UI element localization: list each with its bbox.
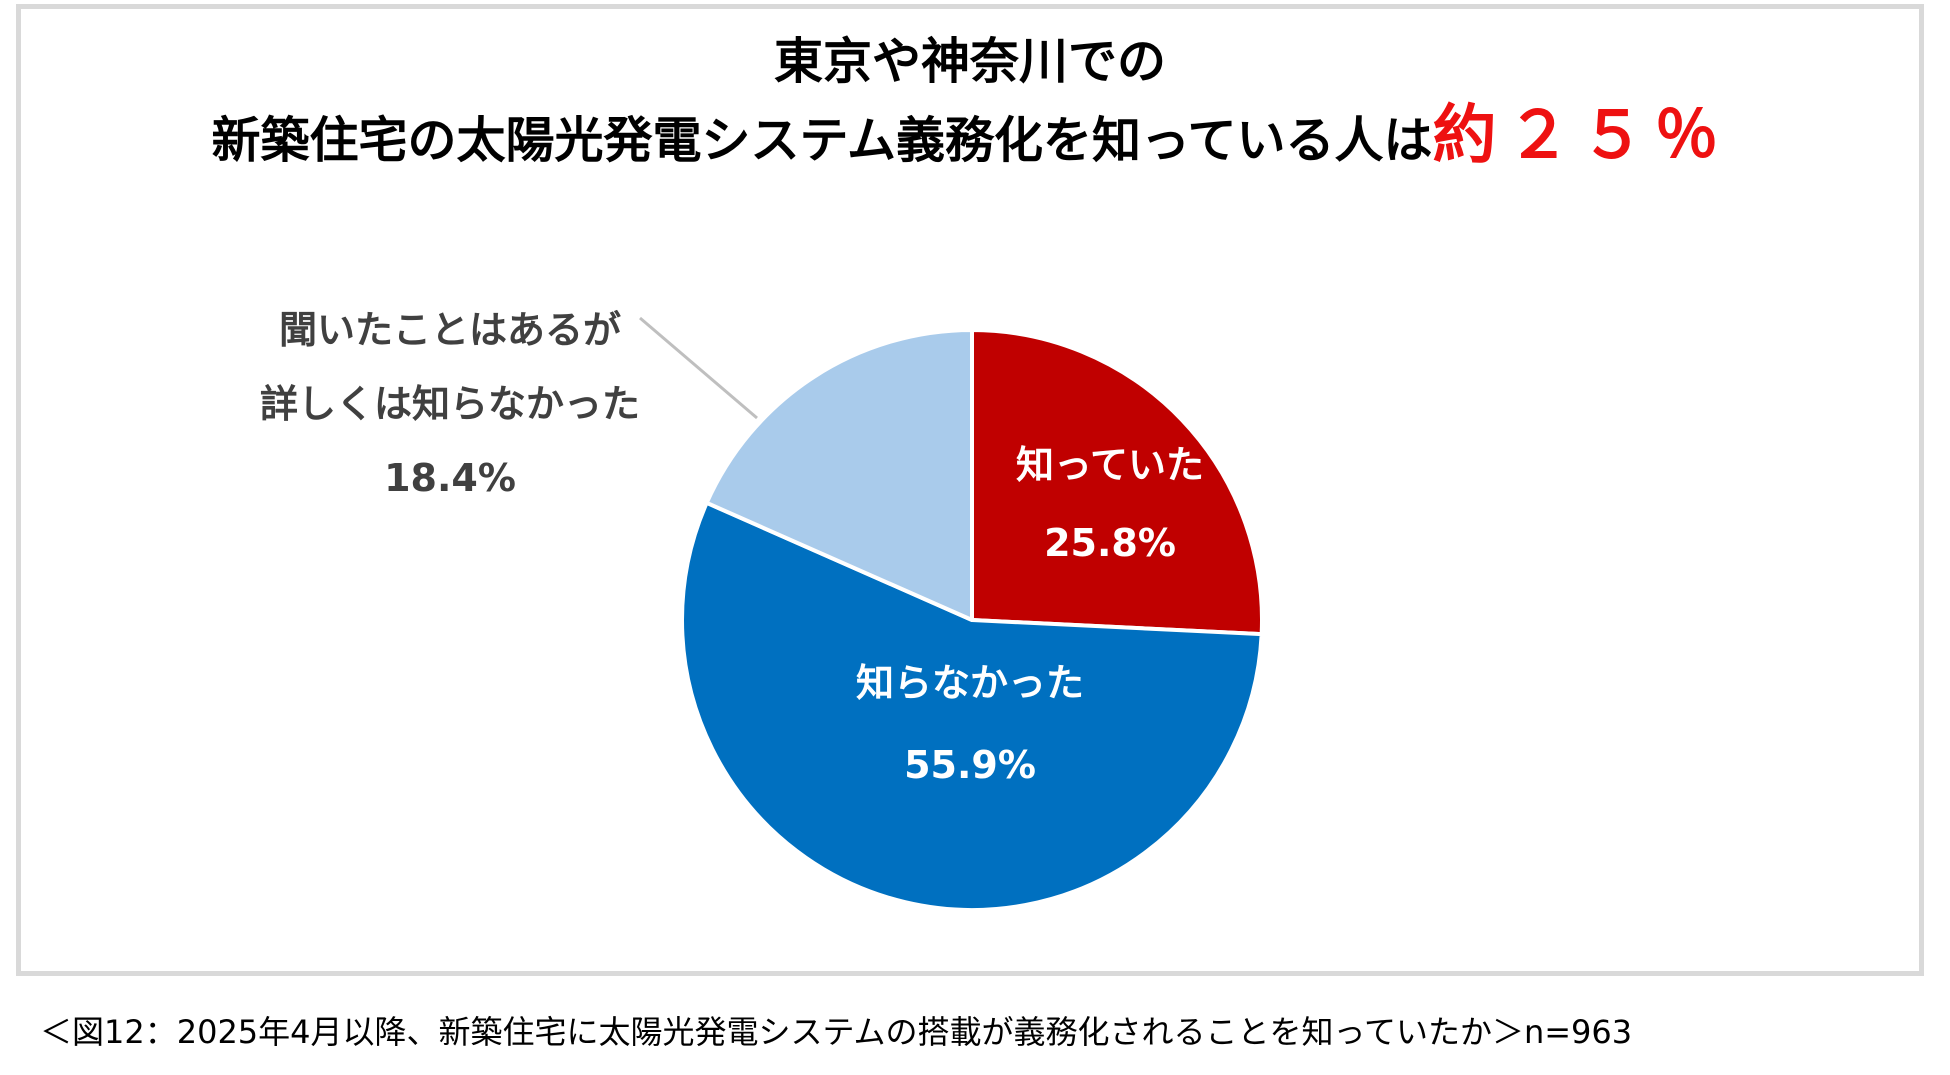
chart-title-line2-text: 新築住宅の太陽光発電システム義務化を知っている人は [211, 112, 1433, 169]
leader-line-3 [639, 316, 758, 420]
pie-slice-1 [970, 328, 1265, 637]
slice-category-label-1-line-1: 知っていた [1016, 443, 1204, 487]
chart-title-line1-text: 東京や神奈川での [773, 33, 1166, 90]
slice-value-label-2: 55.9% [904, 743, 1036, 787]
chart-title-line1: 東京や神奈川での [16, 30, 1924, 94]
figure-caption: ＜図12：2025年4月以降、新築住宅に太陽光発電システムの搭載が義務化されるこ… [40, 1013, 1633, 1051]
chart-title-accent: 約２５％ [1432, 99, 1729, 173]
pie-slice-3 [704, 328, 974, 622]
slice-value-label-3: 18.4% [384, 456, 516, 500]
slice-category-label-3-line-1: 聞いたことはあるが [279, 308, 621, 352]
chart-title-line2: 新築住宅の太陽光発電システム義務化を知っている人は約２５％ [16, 98, 1924, 179]
slice-category-label-2-line-1: 知らなかった [856, 661, 1084, 705]
slice-value-label-1: 25.8% [1044, 521, 1176, 565]
pie-slice-2 [680, 500, 1264, 912]
slice-category-label-3-line-2: 詳しくは知らなかった [260, 382, 640, 426]
